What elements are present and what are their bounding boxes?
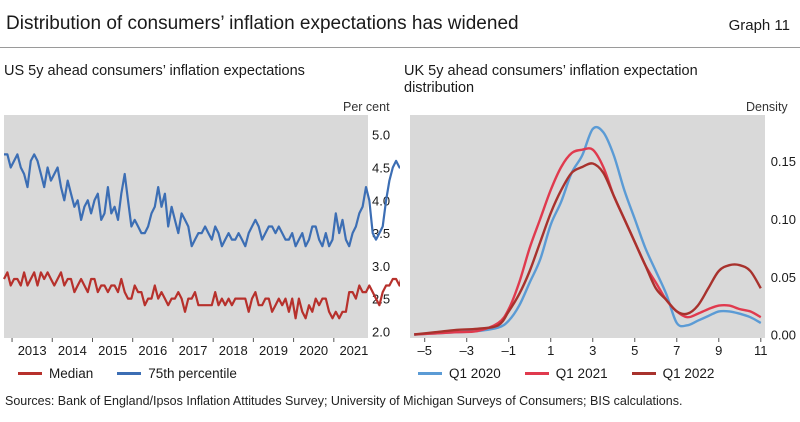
legend-q1-2021: Q1 2021 <box>524 366 608 381</box>
x-tick-label: 11 <box>754 343 768 358</box>
x-tick-label: –1 <box>501 343 515 358</box>
legend-q1-2021-label: Q1 2021 <box>555 366 608 381</box>
legend-q1-2020: Q1 2020 <box>418 366 501 381</box>
y-tick-label: 0.15 <box>771 154 796 169</box>
x-tick-label: 2017 <box>179 343 208 358</box>
legend-q1-2021-swatch <box>524 372 549 375</box>
legend-p75-swatch <box>117 372 142 375</box>
y-tick-label: 5.0 <box>372 128 390 143</box>
y-tick-label: 0.00 <box>771 328 796 343</box>
legend-p75-label: 75th percentile <box>148 366 237 381</box>
legend-median: Median <box>18 366 93 381</box>
y-tick-label: 0.10 <box>771 212 796 227</box>
plot-area <box>410 115 765 338</box>
right-panel-title: UK 5y ahead consumers’ inflation expecta… <box>404 63 698 96</box>
legend-median-swatch <box>18 372 42 375</box>
right-unit-label: Density <box>746 100 788 114</box>
legend-median-label: Median <box>49 366 94 381</box>
y-tick-label: 4.5 <box>372 160 390 175</box>
x-tick-label: –5 <box>417 343 431 358</box>
left-legend: Median 75th percentile <box>18 366 261 381</box>
legend-q1-2020-swatch <box>418 372 442 375</box>
graph-number: Graph 11 <box>728 17 790 34</box>
plot-area <box>4 115 368 338</box>
uk-distribution-chart: 0.00 0.05 0.10 0.15 –5 –3 –1 1 3 5 7 9 11 <box>410 115 796 358</box>
x-tick-label: 2018 <box>219 343 248 358</box>
legend-q1-2022: Q1 2022 <box>631 366 715 381</box>
left-unit-label: Per cent <box>343 100 390 114</box>
title-divider <box>0 47 800 48</box>
x-tick-label: 2021 <box>339 343 368 358</box>
q1-2022-line <box>414 162 762 336</box>
y-tick-label: 2.0 <box>372 324 390 339</box>
x-tick-label: 1 <box>547 343 554 358</box>
left-panel-title: US 5y ahead consumers’ inflation expecta… <box>4 63 305 79</box>
p75-line <box>4 153 400 248</box>
legend-q1-2022-swatch <box>631 372 656 375</box>
source-note: Sources: Bank of England/Ipsos Inflation… <box>5 394 683 408</box>
x-tick-label: 9 <box>715 343 722 358</box>
right-legend: Q1 2020 Q1 2021 Q1 2022 <box>418 366 738 381</box>
y-tick-label: 3.0 <box>372 259 390 274</box>
legend-q1-2022-label: Q1 2022 <box>662 366 715 381</box>
x-tick-label: 2013 <box>18 343 47 358</box>
median-line <box>3 271 400 320</box>
x-tick-label: 2016 <box>138 343 167 358</box>
x-tick-label: 2014 <box>58 343 87 358</box>
y-tick-label: 0.05 <box>771 270 796 285</box>
x-tick-label: –3 <box>459 343 473 358</box>
x-tick-label: 7 <box>673 343 680 358</box>
x-tick-label: 2015 <box>98 343 127 358</box>
chart-title: Distribution of consumers’ inflation exp… <box>6 13 519 34</box>
x-tick-label: 3 <box>589 343 596 358</box>
legend-p75: 75th percentile <box>117 366 237 381</box>
x-tick-label: 2020 <box>299 343 328 358</box>
q1-2020-line <box>414 125 762 336</box>
x-tick-label: 5 <box>631 343 638 358</box>
legend-q1-2020-label: Q1 2020 <box>449 366 501 381</box>
x-tick-label: 2019 <box>259 343 288 358</box>
